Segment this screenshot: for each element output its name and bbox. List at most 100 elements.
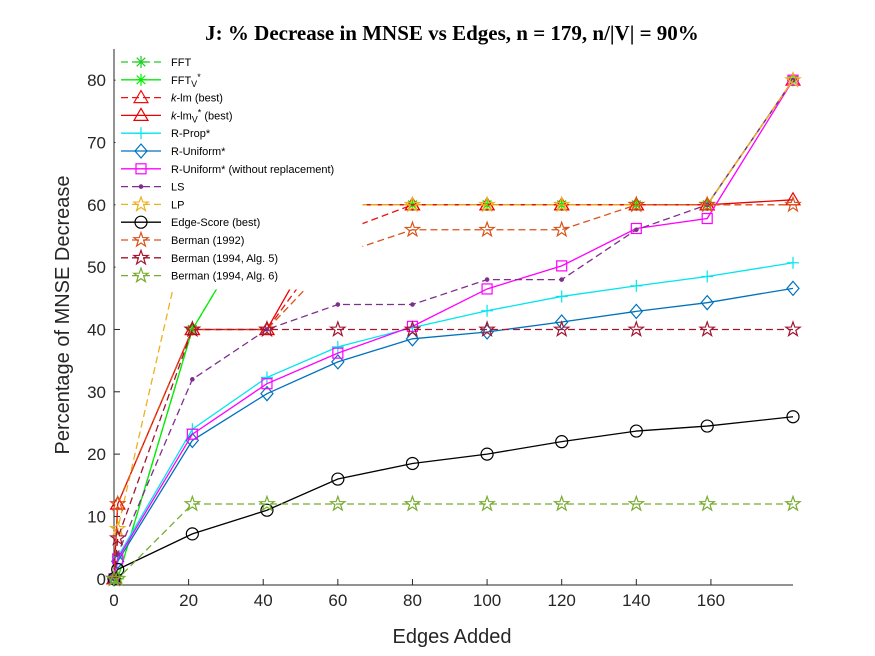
y-tick-label: 10 <box>87 507 106 526</box>
data-point <box>134 143 148 159</box>
data-point <box>484 277 490 282</box>
legend-entry: R-Uniform* (without replacement) <box>121 163 334 176</box>
legend-label-part: FFT <box>171 57 191 69</box>
legend-entry: FFT <box>121 56 191 69</box>
y-tick-label: 70 <box>87 133 106 152</box>
data-point <box>555 290 568 303</box>
y-tick-label: 0 <box>97 570 106 589</box>
legend-label-part: (best) <box>201 110 232 122</box>
data-point <box>784 70 802 88</box>
data-point <box>552 220 571 238</box>
data-point <box>403 494 422 512</box>
data-point <box>784 195 802 213</box>
legend-label-part: * <box>198 108 202 118</box>
series-line <box>113 79 794 579</box>
data-point <box>135 127 147 140</box>
data-point <box>786 280 800 297</box>
series-line <box>113 287 794 579</box>
legend-box <box>115 50 363 290</box>
data-point <box>332 347 344 359</box>
y-tick-label: 30 <box>87 383 106 402</box>
data-point <box>328 494 347 512</box>
legend-entry: R-Uniform* <box>121 143 226 159</box>
legend-label: Edge-Score (best) <box>171 217 260 229</box>
y-tick-label: 20 <box>87 445 106 464</box>
data-point <box>261 378 273 390</box>
legend-entry: k-lmV* (best) <box>121 107 233 125</box>
data-point <box>135 73 147 86</box>
legend-label-part: LP <box>171 199 184 211</box>
data-point <box>260 371 273 384</box>
data-point <box>627 320 646 338</box>
data-point <box>552 494 571 512</box>
data-point <box>698 195 717 213</box>
legend-label-part: * <box>197 72 201 82</box>
data-point <box>260 503 274 517</box>
series-line <box>114 503 793 580</box>
data-point <box>190 377 195 382</box>
data-point <box>480 447 494 461</box>
data-point <box>479 196 496 211</box>
data-point <box>183 320 202 338</box>
legend-label-part: Berman (1992) <box>171 235 244 247</box>
data-point <box>787 256 799 269</box>
data-point <box>559 277 564 282</box>
data-point <box>629 303 644 320</box>
data-point <box>132 266 150 284</box>
legend-label: LP <box>171 199 184 211</box>
legend-label: FFT <box>171 57 191 69</box>
legend-label-part: k <box>171 93 177 105</box>
y-tick-label: 40 <box>87 320 106 339</box>
x-axis-label: Edges Added <box>393 626 512 648</box>
data-point <box>627 494 646 512</box>
data-point <box>132 248 150 266</box>
legend-label: LS <box>171 182 184 194</box>
data-point <box>138 184 144 189</box>
legend-label-part: -lm (best) <box>177 93 223 105</box>
series-berman-1994-alg-6- <box>105 494 802 587</box>
data-point <box>331 472 345 486</box>
x-tick-label: 120 <box>548 591 576 610</box>
x-tick-label: 60 <box>328 591 347 610</box>
legend-label-part: V <box>192 115 198 125</box>
legend-entry: Berman (1992) <box>121 230 244 248</box>
data-point <box>183 494 202 512</box>
data-point <box>698 320 717 338</box>
data-point <box>634 227 639 233</box>
axes: 0 20 40 60 80 100 120 140 160 0 10 20 30 40 50 60 70 80 <box>87 49 793 610</box>
data-point <box>184 321 201 336</box>
data-point <box>630 279 643 292</box>
chart-title: J: % Decrease in MNSE vs Edges, n = 179,… <box>205 21 699 45</box>
series-edge-score-best- <box>107 410 800 586</box>
data-point <box>478 220 496 238</box>
legend-entry: Edge-Score (best) <box>121 215 260 229</box>
data-point <box>403 220 422 238</box>
y-tick-label: 60 <box>87 196 106 215</box>
data-point <box>553 196 570 211</box>
legend-label-part: R-Uniform* <box>171 146 226 158</box>
legend-entry: FFTV* <box>121 72 201 89</box>
data-point <box>185 527 199 541</box>
legend-label: k-lm (best) <box>171 93 223 105</box>
data-point <box>132 195 150 212</box>
x-tick-label: 0 <box>109 591 118 610</box>
data-point <box>335 302 341 307</box>
legend-label: FFTV* <box>171 72 201 89</box>
legend-label-part: Berman (1994, Alg. 6) <box>171 271 278 283</box>
data-point <box>258 320 276 338</box>
data-point <box>331 340 344 353</box>
data-point <box>699 196 716 211</box>
legend-label-part: k <box>171 110 177 122</box>
data-point <box>108 528 127 546</box>
data-point <box>701 270 714 283</box>
data-point <box>478 320 496 338</box>
data-point <box>478 195 496 213</box>
series-line <box>113 204 793 579</box>
x-tick-label: 100 <box>473 591 501 610</box>
data-point <box>403 320 422 338</box>
legend-label: R-Uniform* <box>171 146 226 158</box>
legend-label: k-lmV* (best) <box>171 108 233 125</box>
y-tick-label: 80 <box>87 71 106 90</box>
